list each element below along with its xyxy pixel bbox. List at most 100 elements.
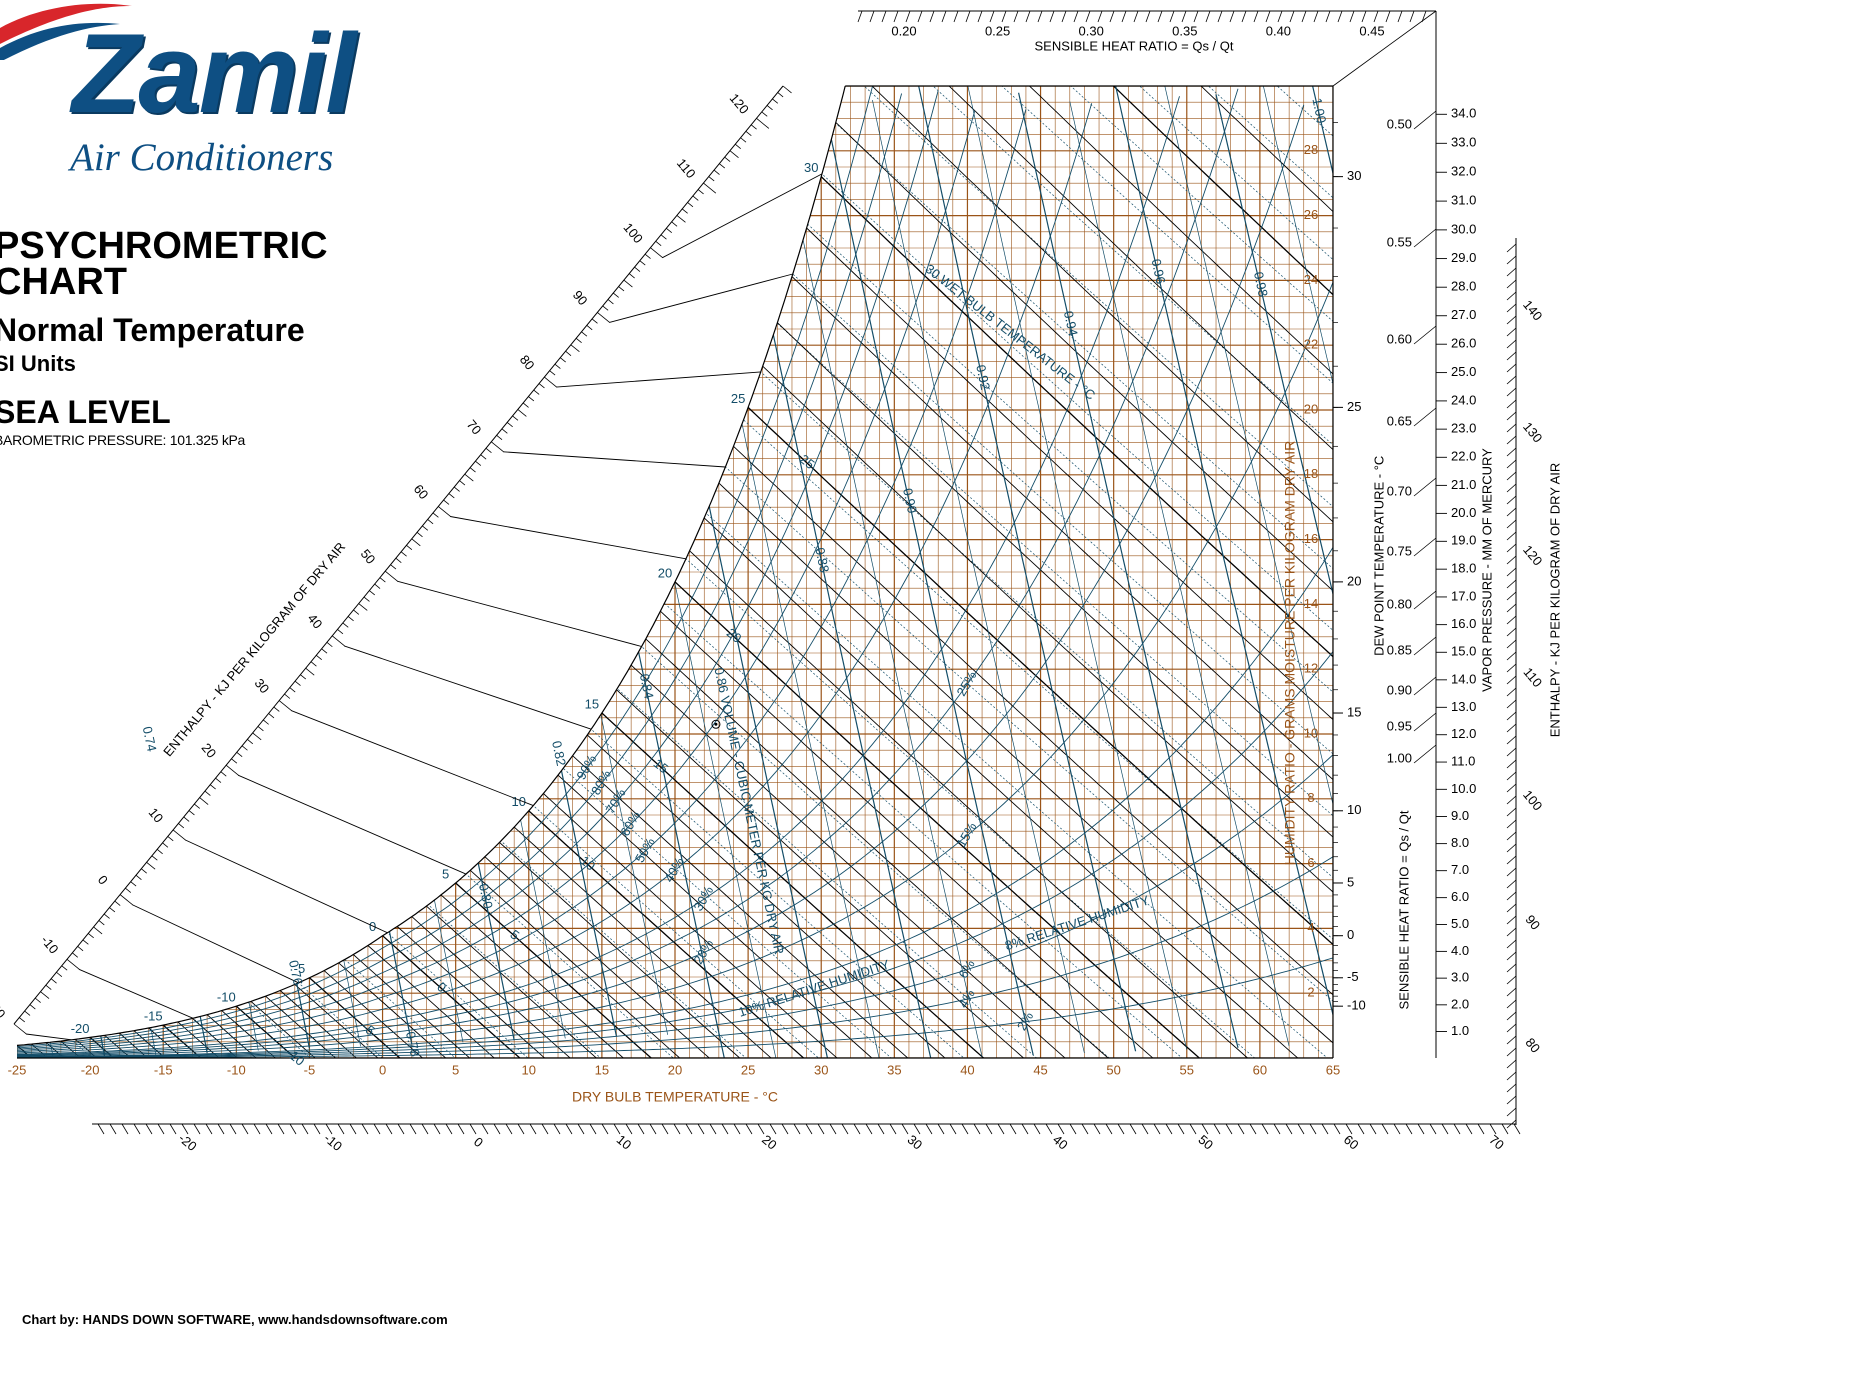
enthalpy-guide-line (1193, 86, 1333, 199)
specific-volume-line (1069, 101, 1290, 1047)
enthalpy-scale-tick (29, 1004, 36, 1010)
enthalpy-bottom-tick (745, 1123, 753, 1135)
enthalpy-right-tick (1506, 915, 1517, 925)
enthalpy-scale-tick (671, 221, 678, 227)
enthalpy-scale-tick (655, 240, 662, 246)
relative-humidity-label: 20% (690, 936, 716, 966)
enthalpy-connector-line (131, 904, 299, 984)
saturation-temp-label: -5 (294, 961, 306, 976)
enthalpy-scale-tick (395, 557, 402, 563)
vapor-pressure-label: 21.0 (1451, 477, 1476, 492)
enthalpy-scale-label: 40 (305, 611, 326, 632)
enthalpy-right-tick (1506, 735, 1517, 745)
shr-top-label: 0.45 (1359, 23, 1384, 38)
enthalpy-bottom-tick (409, 1123, 417, 1135)
shr-top-tick (1397, 10, 1403, 23)
enthalpy-scale-tick (278, 700, 292, 711)
shr-top-label: 0.40 (1266, 23, 1291, 38)
enthalpy-bottom-tick (673, 1123, 681, 1135)
enthalpy-bottom-tick (913, 1123, 921, 1135)
enthalpy-scale-line (13, 85, 784, 1025)
enthalpy-scale-tick (575, 337, 582, 344)
shr-right-tick (1413, 744, 1437, 764)
enthalpy-scale-tick (209, 784, 216, 790)
enthalpy-bottom-tick (505, 1123, 513, 1135)
relative-humidity-curve (17, 856, 1333, 1058)
dry-bulb-tick-label: 15 (595, 1062, 609, 1077)
enthalpy-right-tick (1506, 759, 1517, 769)
enthalpy-scale-tick (284, 693, 291, 699)
dry-bulb-tick-label: 40 (960, 1062, 974, 1077)
enthalpy-scale-tick (247, 739, 254, 745)
enthalpy-connector-line (237, 774, 467, 875)
shr-top-tick (1349, 10, 1355, 23)
enthalpy-scale-label: -10 (38, 933, 62, 957)
enthalpy-bottom-tick (1129, 1123, 1137, 1135)
enthalpy-scale-tick (215, 777, 222, 783)
relative-humidity-curve (17, 90, 939, 1050)
enthalpy-right-tick (1506, 639, 1517, 649)
enthalpy-right-tick (1506, 1071, 1517, 1081)
enthalpy-right-tick (1506, 507, 1517, 517)
relative-humidity-curve (17, 93, 903, 1049)
shr-top-tick (1025, 10, 1031, 23)
enthalpy-right-tick (1506, 651, 1517, 661)
enthalpy-scale-tick (570, 344, 580, 353)
vapor-pressure-label: 13.0 (1451, 699, 1476, 714)
enthalpy-bottom-tick (553, 1123, 561, 1135)
enthalpy-scale-tick (708, 176, 715, 182)
enthalpy-bottom-tick (853, 1123, 861, 1135)
enthalpy-scale-tick (422, 525, 429, 531)
specific-volume-line (820, 90, 1034, 1056)
enthalpy-scale-tick (443, 499, 450, 505)
specific-volume-line (1164, 86, 1333, 805)
enthalpy-scale-tick (703, 182, 717, 194)
enthalpy-bottom-tick (457, 1123, 465, 1135)
dry-bulb-tick-label: 0 (379, 1062, 386, 1077)
enthalpy-guide-line (645, 86, 1333, 693)
wet-bulb-line (630, 664, 1071, 1058)
shr-top-tick (1073, 10, 1079, 23)
enthalpy-right-tick (1506, 315, 1517, 325)
enthalpy-bottom-tick (949, 1123, 957, 1135)
wet-bulb-label: 20 (724, 625, 745, 646)
specific-volume-line (872, 100, 1085, 1054)
enthalpy-scale-tick (384, 570, 398, 582)
enthalpy-right-tick (1506, 795, 1517, 805)
enthalpy-scale-tick (469, 467, 476, 473)
enthalpy-scale-tick (411, 538, 421, 547)
relative-humidity-curve (17, 754, 1333, 1058)
enthalpy-right-tick (1506, 999, 1517, 1009)
specific-volume-label: 0.82 (549, 739, 569, 767)
enthalpy-connector-line (25, 1033, 72, 1041)
enthalpy-right-tick (1506, 927, 1517, 937)
enthalpy-left-axis-label: ENTHALPY - KJ PER KILOGRAM OF DRY AIR (160, 539, 348, 759)
enthalpy-bottom-tick (1441, 1123, 1449, 1135)
wet-bulb-line (396, 926, 551, 1058)
specific-volume-label: 0.76 (286, 959, 306, 987)
shr-top-tick (1097, 10, 1103, 23)
enthalpy-scale-tick (342, 622, 349, 628)
enthalpy-scale-tick (522, 402, 529, 408)
vapor-pressure-label: 14.0 (1451, 671, 1476, 686)
enthalpy-scale-tick (756, 118, 770, 129)
dew-point-tick-label: 30 (1347, 168, 1361, 183)
enthalpy-bottom-tick (661, 1123, 669, 1135)
shr-top-axis-label: SENSIBLE HEAT RATIO = Qs / Qt (1034, 38, 1233, 53)
shr-top-tick (1145, 10, 1151, 23)
enthalpy-scale-tick (438, 506, 451, 517)
enthalpy-guide-line (784, 86, 1333, 569)
enthalpy-scale-tick (517, 409, 527, 417)
shr-top-label: 0.20 (891, 23, 916, 38)
specific-volume-label: 0.90 (900, 487, 920, 515)
shr-right-tick (1413, 590, 1437, 610)
vapor-pressure-label: 11.0 (1451, 753, 1475, 768)
enthalpy-bottom-tick (217, 1123, 225, 1135)
relative-humidity-curve (17, 103, 1093, 1054)
vapor-pressure-label: 19.0 (1451, 533, 1476, 548)
enthalpy-scale-tick (485, 447, 492, 453)
enthalpy-bottom-tick (649, 1123, 657, 1135)
enthalpy-bottom-tick (193, 1123, 201, 1135)
enthalpy-scale-label: 60 (411, 481, 432, 502)
vapor-pressure-label: 9.0 (1451, 808, 1469, 823)
